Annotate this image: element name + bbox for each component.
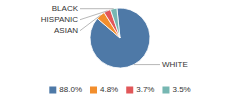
pie bbox=[90, 8, 150, 68]
legend-swatch bbox=[162, 87, 169, 94]
legend-swatch bbox=[90, 87, 97, 94]
legend-item: 3.7% bbox=[126, 85, 154, 94]
legend-item: 88.0% bbox=[49, 85, 82, 94]
category-label: BLACK bbox=[52, 4, 79, 13]
leader-line bbox=[80, 15, 100, 30]
category-label: HISPANIC bbox=[41, 15, 78, 24]
legend-item: 3.5% bbox=[162, 85, 190, 94]
legend-label: 4.8% bbox=[100, 85, 118, 94]
legend-label: 88.0% bbox=[59, 85, 82, 94]
legend: 88.0% 4.8% 3.7% 3.5% bbox=[49, 85, 190, 94]
pie-slice bbox=[110, 8, 120, 38]
legend-item: 4.8% bbox=[90, 85, 118, 94]
legend-label: 3.5% bbox=[172, 85, 190, 94]
leader-line bbox=[80, 8, 114, 9]
legend-label: 3.7% bbox=[136, 85, 154, 94]
labels: BLACK HISPANIC ASIAN WHITE bbox=[41, 4, 188, 69]
leader-line bbox=[80, 11, 107, 20]
leader-line bbox=[134, 64, 160, 65]
category-label: WHITE bbox=[162, 60, 188, 69]
legend-swatch bbox=[126, 87, 133, 94]
pie-slice bbox=[90, 8, 150, 68]
category-label: ASIAN bbox=[54, 26, 78, 35]
chart: BLACK HISPANIC ASIAN WHITE 88.0% 4.8% 3.7% 3.5% bbox=[0, 0, 240, 100]
legend-swatch bbox=[49, 87, 56, 94]
